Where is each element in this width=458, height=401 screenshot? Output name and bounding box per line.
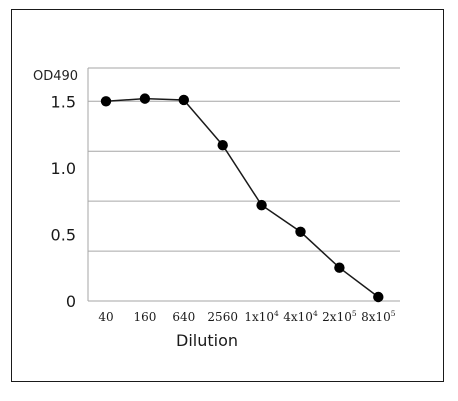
data-point <box>334 262 345 273</box>
x-tick-labels: 40 160 640 2560 1x104 4x104 2x105 8x105 <box>98 309 395 324</box>
x-tick-label: 2560 <box>207 310 238 324</box>
y-tick-label: 0.5 <box>51 225 76 244</box>
data-points <box>100 93 384 303</box>
x-tick-label: 160 <box>133 310 156 324</box>
data-point <box>295 226 306 237</box>
x-tick-label: 8x105 <box>361 309 396 324</box>
y-tick-label: 1.0 <box>51 159 76 178</box>
data-point <box>139 93 151 104</box>
x-axis-title: Dilution <box>176 331 238 350</box>
y-axis-title: OD490 <box>33 69 78 84</box>
data-point <box>100 96 112 107</box>
x-tick-label: 40 <box>98 310 113 324</box>
y-tick-labels: 0 0.5 1.0 1.5 <box>51 92 76 311</box>
data-point <box>256 199 267 211</box>
gridlines <box>88 67 400 302</box>
data-point <box>373 291 384 303</box>
x-tick-label: 4x104 <box>283 309 318 324</box>
data-point <box>178 94 189 106</box>
y-tick-label: 0 <box>66 292 76 311</box>
data-point <box>217 140 228 151</box>
x-tick-label: 640 <box>172 310 195 324</box>
x-tick-label: 2x105 <box>322 309 357 324</box>
y-tick-label: 1.5 <box>51 92 76 111</box>
figure-frame <box>11 9 444 382</box>
series-line <box>105 97 379 298</box>
x-tick-label: 1x104 <box>244 309 279 324</box>
